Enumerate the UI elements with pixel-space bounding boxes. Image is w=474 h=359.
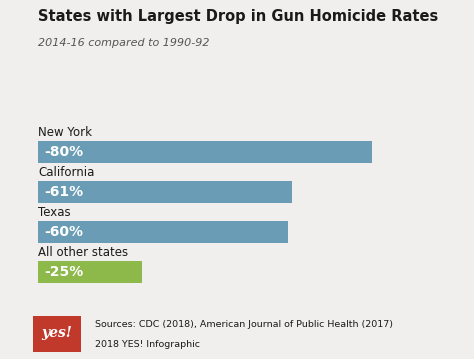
Text: -60%: -60% bbox=[44, 225, 83, 239]
Text: -80%: -80% bbox=[44, 145, 83, 159]
Text: California: California bbox=[38, 166, 94, 179]
Text: 2014-16 compared to 1990-92: 2014-16 compared to 1990-92 bbox=[38, 38, 210, 48]
Text: yes!: yes! bbox=[41, 326, 73, 340]
Bar bbox=[38, 141, 372, 163]
Text: Sources: CDC (2018), American Journal of Public Health (2017): Sources: CDC (2018), American Journal of… bbox=[95, 320, 393, 330]
Text: All other states: All other states bbox=[38, 246, 128, 260]
Text: -61%: -61% bbox=[44, 185, 83, 199]
Text: States with Largest Drop in Gun Homicide Rates: States with Largest Drop in Gun Homicide… bbox=[38, 9, 438, 24]
Text: Texas: Texas bbox=[38, 206, 71, 219]
Bar bbox=[38, 181, 292, 203]
Text: New York: New York bbox=[38, 126, 92, 139]
Bar bbox=[38, 261, 142, 283]
Text: 2018 YES! Infographic: 2018 YES! Infographic bbox=[95, 340, 200, 349]
Bar bbox=[38, 221, 288, 243]
Text: -25%: -25% bbox=[44, 265, 83, 279]
